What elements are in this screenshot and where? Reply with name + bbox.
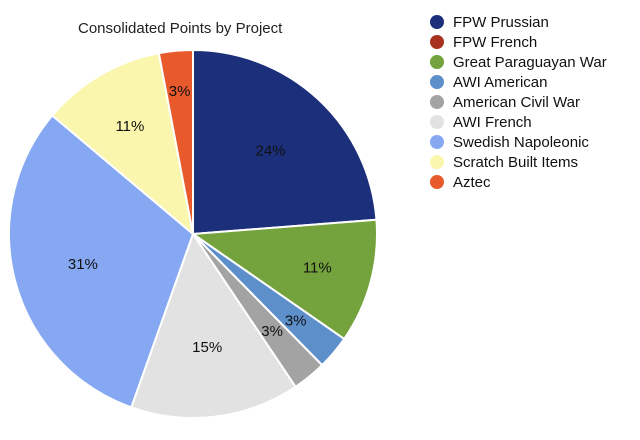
legend-swatch [430,15,444,29]
legend-item-aztec: Aztec [430,172,607,192]
data-label-great-paraguayan-war: 11% [303,260,332,277]
data-label-swedish-napoleonic: 31% [68,256,98,273]
legend-label: FPW French [453,33,538,51]
pie-slice-great-paraguayan-war [190,218,378,341]
legend-label: AWI American [453,73,548,91]
legend-swatch [430,55,444,69]
legend-swatch [430,35,444,49]
legend-label: American Civil War [453,93,580,111]
legend-item-scratch-built-items: Scratch Built Items [430,152,607,172]
legend-label: AWI French [453,113,532,131]
data-label-awi-french: 15% [192,339,222,356]
legend-swatch [430,155,444,169]
pie-slice-aztec [157,48,194,235]
legend-item-great-paraguayan-war: Great Paraguayan War [430,52,607,72]
legend-item-american-civil-war: American Civil War [430,92,607,112]
legend-swatch [430,115,444,129]
legend-item-fpw-prussian: FPW Prussian [430,12,607,32]
legend-label: Swedish Napoleonic [453,133,589,151]
data-label-scratch-built-items: 11% [115,118,144,135]
legend-item-awi-american: AWI American [430,72,607,92]
pie-slice-fpw-prussian [192,48,378,236]
data-label-fpw-prussian: 24% [255,142,285,159]
chart-title: Consolidated Points by Project [78,20,283,37]
legend-swatch [430,95,444,109]
legend-label: FPW Prussian [453,13,549,31]
legend-label: Aztec [453,173,491,191]
legend-item-fpw-french: FPW French [430,32,607,52]
data-label-aztec: 3% [169,83,191,100]
legend-label: Scratch Built Items [453,153,579,171]
legend: FPW Prussian FPW French Great Paraguayan W… [430,12,607,192]
legend-item-awi-french: AWI French [430,112,607,132]
legend-swatch [430,175,444,189]
legend-swatch [430,75,444,89]
data-label-american-civil-war: 3% [261,323,283,340]
legend-item-swedish-napoleonic: Swedish Napoleonic [430,132,607,152]
legend-swatch [430,135,444,149]
pie-slice-swedish-napoleonic [8,114,195,409]
pie-slice-scratch-built-items [50,52,195,237]
data-label-awi-american: 3% [285,313,307,330]
legend-label: Great Paraguayan War [453,53,607,71]
pie-slice-awi-french [129,231,297,419]
